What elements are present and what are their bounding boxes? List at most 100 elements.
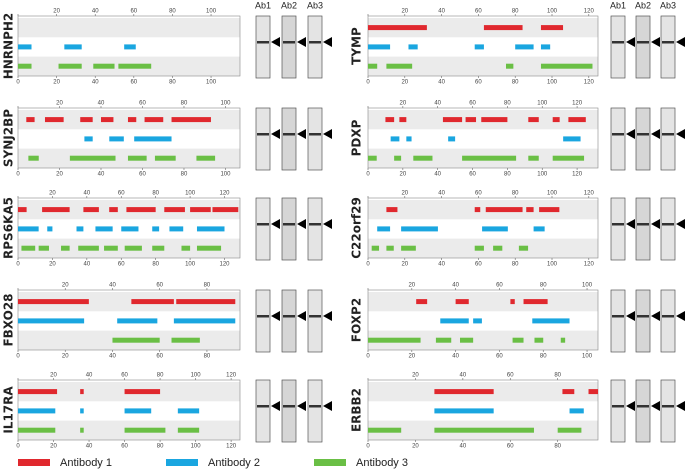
blot-strip (660, 15, 676, 79)
x-tick-label: 40 (434, 172, 441, 178)
epitope-range (152, 245, 165, 251)
blot-arrow (297, 37, 306, 47)
epitope-range (18, 226, 39, 232)
x-tick-label: 20 (53, 9, 60, 15)
epitope-range (69, 155, 116, 161)
epitope-range (485, 207, 523, 213)
epitope-range (196, 226, 225, 232)
blot-arrow (271, 401, 280, 411)
x-tick-label: 120 (226, 444, 237, 450)
epitope-range (93, 63, 115, 69)
epitope-range (18, 299, 89, 305)
epitope-range (474, 207, 481, 213)
epitope-range (473, 318, 482, 324)
epitope-range (95, 226, 113, 232)
panel: 0 20 20 40 40 60 60 80 80 100 100 120 120 PDXP (350, 101, 685, 178)
blot-band (662, 133, 674, 136)
epitope-range (58, 63, 82, 69)
blot-strip (307, 107, 323, 171)
epitope-range (483, 25, 523, 31)
x-tick-label: 40 (460, 373, 467, 379)
x-tick-label: 20 (62, 354, 69, 360)
blot-strip (307, 289, 323, 353)
epitope-range (526, 207, 534, 213)
x-tick-label: 20 (401, 191, 408, 197)
row-band (18, 18, 240, 38)
epitope-range (510, 299, 515, 305)
x-tick-label: 20 (50, 373, 57, 379)
blot-band (309, 315, 321, 318)
x-tick-label: 100 (582, 354, 593, 360)
blot-band (612, 223, 624, 226)
blot-strip (635, 197, 651, 261)
epitope-range (124, 389, 161, 395)
epitope-range (560, 337, 566, 343)
epitope-range (533, 226, 545, 232)
epitope-range (21, 245, 36, 251)
legend-label: Antibody 2 (208, 457, 260, 469)
x-tick-label: 60 (118, 262, 125, 268)
epitope-range (518, 245, 529, 251)
epitope-range (80, 117, 93, 123)
epitope-range (26, 117, 35, 123)
x-tick-label: 60 (118, 191, 125, 197)
x-tick-label: 100 (547, 9, 558, 15)
blot-strip (635, 15, 651, 79)
x-tick-label: 80 (512, 80, 519, 86)
epitope-range (100, 117, 114, 123)
epitope-range (506, 63, 514, 69)
blot-header: Ab1 (255, 0, 271, 10)
blot-strip (635, 107, 651, 171)
epitope-range (124, 408, 152, 414)
x-tick-label: 60 (496, 283, 503, 289)
epitope-range (368, 427, 402, 433)
epitope-range (534, 337, 544, 343)
epitope-range (368, 44, 391, 50)
blot-strip (255, 197, 271, 261)
epitope-range (84, 136, 93, 142)
blot-band (662, 405, 674, 408)
blot-arrow (271, 311, 280, 321)
epitope-range (80, 427, 84, 433)
epitope-range (416, 299, 428, 305)
epitope-range (368, 337, 421, 343)
panel: 0 20 20 40 40 60 60 80 80 ERBB2 (350, 373, 685, 450)
epitope-range (523, 299, 548, 305)
epitope-range (124, 427, 166, 433)
panel: 0 20 20 40 40 60 60 80 80 100 100 120 120 C22orf29 (350, 191, 685, 268)
epitope-range (78, 245, 99, 251)
x-tick-label: 20 (50, 444, 57, 450)
x-tick-label: 0 (366, 172, 370, 178)
x-tick-label: 120 (584, 80, 595, 86)
x-tick-label: 40 (452, 283, 459, 289)
blot-band (612, 405, 624, 408)
epitope-range (134, 136, 172, 142)
blot-strip (660, 197, 676, 261)
x-tick-label: 40 (98, 172, 105, 178)
blot-arrow (271, 129, 280, 139)
x-tick-label: 100 (547, 262, 558, 268)
blot-strip (610, 107, 626, 171)
blot-strip (281, 15, 297, 79)
epitope-range (127, 117, 137, 123)
epitope-range (18, 207, 27, 213)
row-band (368, 18, 598, 38)
blot-arrow (626, 401, 635, 411)
blot-arrow (651, 311, 660, 321)
blot-band (662, 315, 674, 318)
epitope-range (588, 389, 598, 395)
x-tick-label: 0 (366, 354, 370, 360)
epitope-range (399, 117, 407, 123)
epitope-range (144, 117, 164, 123)
x-tick-label: 40 (109, 354, 116, 360)
blot-band (283, 133, 295, 136)
epitope-range (18, 44, 32, 50)
x-tick-label: 60 (156, 354, 163, 360)
epitope-range (371, 245, 380, 251)
blot-arrow (626, 129, 635, 139)
legend-label: Antibody 1 (60, 457, 112, 469)
epitope-range (18, 408, 56, 414)
blot-strip (281, 107, 297, 171)
epitope-range (76, 226, 84, 232)
x-tick-label: 80 (169, 9, 176, 15)
